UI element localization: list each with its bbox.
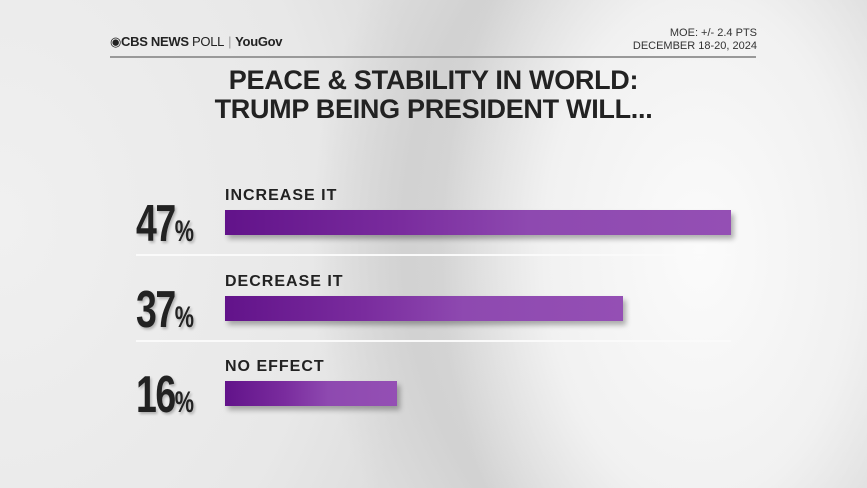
bar: [225, 296, 624, 321]
row-divider: [136, 340, 731, 342]
bar-row: 37% DECREASE IT: [0, 273, 867, 340]
header-divider: [110, 56, 756, 58]
row-divider: [136, 254, 731, 256]
bar-row: 16% NO EFFECT: [0, 358, 867, 425]
brand-suffix: POLL: [192, 34, 225, 49]
partner-logo: YouGov: [235, 34, 283, 49]
category-label: INCREASE IT: [225, 187, 338, 204]
category-label: DECREASE IT: [225, 273, 344, 290]
brand: CBS NEWS: [121, 34, 189, 49]
value-label: 37%: [136, 281, 194, 339]
value-label: 47%: [136, 195, 194, 253]
title-line-1: PEACE & STABILITY IN WORLD:: [228, 65, 639, 95]
poll-info: MOE: +/- 2.4 PTS DECEMBER 18-20, 2024: [633, 27, 757, 53]
category-label: NO EFFECT: [225, 358, 325, 375]
cbs-news-poll-logo: ◉CBS NEWS POLL | YouGov: [110, 34, 283, 49]
bar-row: 47% INCREASE IT: [0, 187, 867, 254]
poll-dates: DECEMBER 18-20, 2024: [632, 40, 757, 52]
chart-title: PEACE & STABILITY IN WORLD: TRUMP BEING …: [0, 66, 867, 124]
cbs-eye-icon: ◉: [110, 34, 122, 49]
bar: [225, 210, 731, 235]
margin-of-error: MOE: +/- 2.4 PTS: [669, 27, 757, 39]
value-label: 16%: [136, 366, 194, 424]
bar: [225, 381, 398, 406]
title-line-2: TRUMP BEING PRESIDENT WILL...: [214, 94, 653, 124]
